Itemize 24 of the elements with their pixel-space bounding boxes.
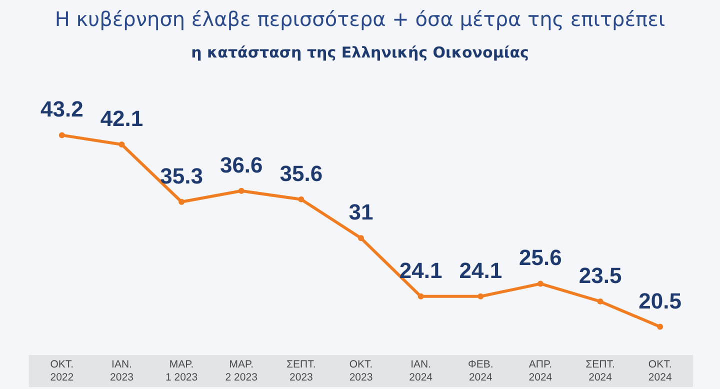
- data-label: 25.6: [519, 245, 562, 270]
- x-tick-label: ΟΚΤ. 2024: [648, 358, 672, 384]
- data-label: 24.1: [399, 258, 442, 283]
- x-tick-label: ΦΕΒ. 2024: [468, 358, 494, 384]
- x-tick-label: ΟΚΤ. 2022: [50, 358, 74, 384]
- data-label: 31: [348, 200, 374, 225]
- data-label: 24.1: [459, 258, 502, 283]
- data-label: 43.2: [40, 96, 84, 122]
- x-tick-label: ΜΑΡ. 2 2023: [225, 358, 258, 384]
- data-label: 35.3: [160, 163, 203, 188]
- x-tick-label: ΙΑΝ. 2023: [110, 358, 134, 384]
- x-tick-label: ΙΑΝ. 2024: [409, 358, 433, 384]
- data-label: 36.6: [220, 152, 263, 178]
- x-tick-label: ΟΚΤ. 2023: [349, 358, 373, 384]
- x-tick-label: ΣΕΠΤ. 2023: [286, 358, 316, 384]
- chart-subtitle: η κατάσταση της Ελληνικής Οικονομίας: [191, 44, 529, 62]
- chart-title: Η κυβέρνηση έλαβε περισσότερα + όσα μέτρα της επιτρέπει: [54, 7, 666, 31]
- data-label: 35.6: [280, 160, 323, 186]
- data-label: 23.5: [578, 262, 622, 288]
- x-tick-label: ΜΑΡ. 1 2023: [165, 358, 198, 384]
- x-tick-label: ΑΠΡ. 2024: [528, 358, 552, 384]
- x-tick-label: ΣΕΠΤ. 2024: [586, 358, 615, 384]
- data-label: 20.5: [638, 288, 682, 314]
- data-label: 42.1: [100, 106, 144, 131]
